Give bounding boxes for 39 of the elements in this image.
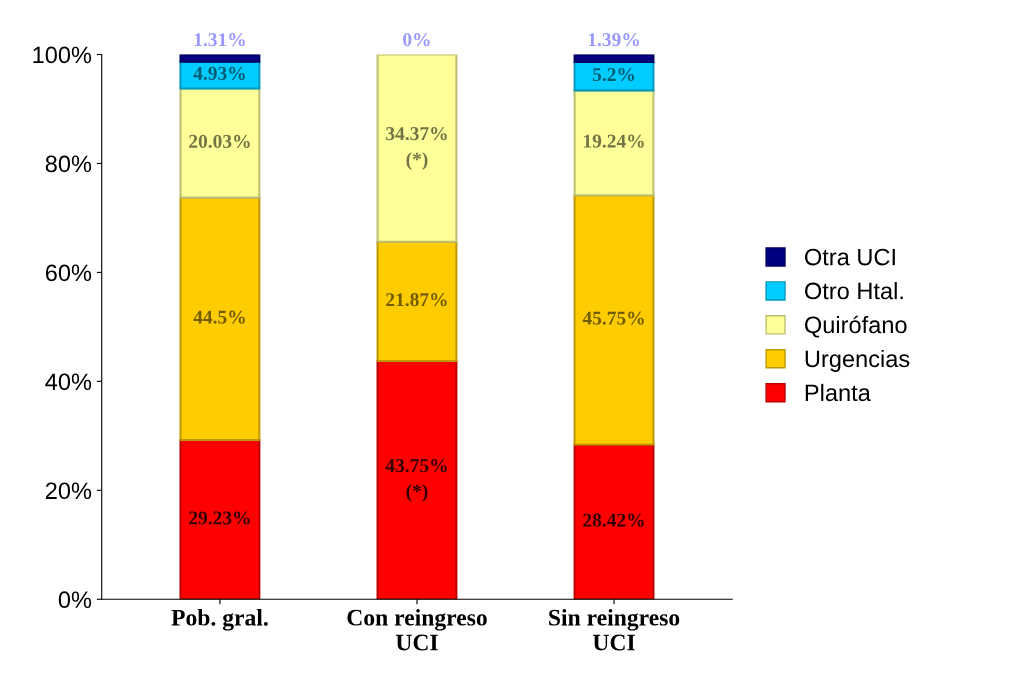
- y-tick-label: 20%: [45, 482, 92, 500]
- data-label: 45.75%: [582, 311, 644, 325]
- bar: [376, 54, 458, 243]
- y-tick-label: 0%: [58, 591, 92, 609]
- data-label: 1.39%: [588, 33, 639, 47]
- data-label: 5.2%: [592, 67, 635, 82]
- x-tick-label: Pob. gral.: [171, 609, 268, 631]
- bar: [179, 87, 261, 199]
- bar: [376, 240, 458, 362]
- data-label: 28.42%: [583, 513, 644, 527]
- legend-label: Planta: [805, 383, 871, 402]
- data-label: 4.93%: [193, 66, 245, 80]
- data-label: 0%: [403, 33, 430, 47]
- bar: [573, 194, 655, 446]
- data-label: 44.5%: [193, 310, 245, 324]
- legend-label: Otro Htal.: [805, 282, 903, 300]
- data-label: 21.87%: [386, 293, 447, 307]
- bar: [179, 54, 261, 63]
- legend-label: Urgencias: [805, 349, 910, 372]
- data-label: 29.23%: [189, 511, 250, 525]
- y-tick-label: 100%: [33, 46, 92, 64]
- data-label: 43.75% (*): [385, 458, 447, 502]
- legend-label: Otra UCI: [805, 248, 895, 266]
- data-label: 34.37% (*): [386, 127, 447, 170]
- bar: [573, 89, 655, 197]
- x-tick-label: Con reingreso UCI: [347, 609, 487, 651]
- y-tick-label: 60%: [45, 264, 92, 282]
- x-tick-label: Sin reingreso UCI: [549, 609, 680, 651]
- legend-label: Quirófano: [805, 315, 907, 338]
- data-label: 20.03%: [189, 134, 250, 148]
- data-label: 19.24%: [583, 134, 644, 148]
- bar: [179, 438, 261, 600]
- y-tick-label: 80%: [45, 155, 92, 173]
- bar: [179, 196, 261, 442]
- y-tick-label: 40%: [45, 373, 92, 391]
- bar: [376, 359, 458, 600]
- bar: [573, 54, 655, 64]
- bar: [573, 443, 655, 600]
- data-label: 1.31%: [194, 33, 245, 47]
